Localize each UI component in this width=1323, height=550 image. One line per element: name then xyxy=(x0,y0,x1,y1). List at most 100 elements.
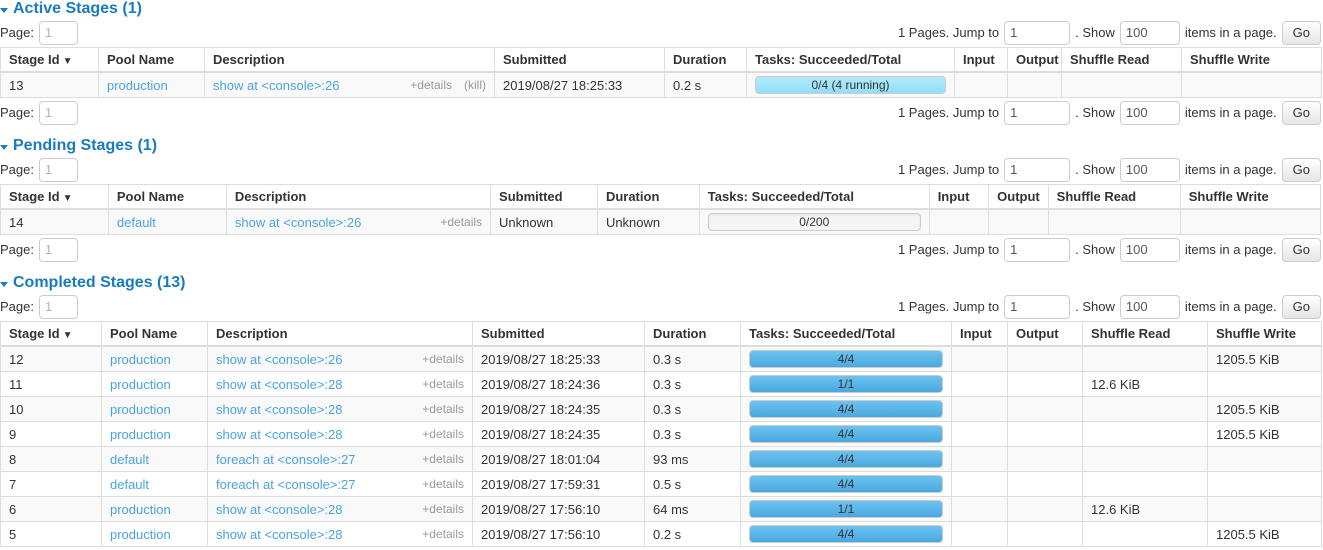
jump-to-input[interactable] xyxy=(1004,237,1071,262)
show-items-input[interactable] xyxy=(1119,237,1180,262)
pool-name-link[interactable]: production xyxy=(110,376,171,392)
stage-id-cell: 13 xyxy=(0,71,99,98)
jump-to-input[interactable] xyxy=(1004,100,1071,125)
go-button[interactable]: Go xyxy=(1281,100,1321,125)
col-tasks[interactable]: Tasks: Succeeded/Total xyxy=(698,184,930,210)
details-toggle[interactable]: +details xyxy=(422,352,464,366)
pool-name-link[interactable]: production xyxy=(110,351,171,367)
col-shuffle-write[interactable]: Shuffle Write xyxy=(1181,47,1322,73)
details-toggle[interactable]: +details xyxy=(422,477,464,491)
table-row: 8 default foreach at <console>:27 +details 2… xyxy=(0,446,1322,472)
pool-name-link[interactable]: production xyxy=(110,526,171,542)
stage-description-link[interactable]: show at <console>:26 xyxy=(216,351,343,367)
col-input[interactable]: Input xyxy=(951,321,1008,347)
col-output[interactable]: Output xyxy=(988,184,1049,210)
col-submitted[interactable]: Submitted xyxy=(494,47,665,73)
col-shuffle-read[interactable]: Shuffle Read xyxy=(1061,47,1182,73)
col-description[interactable]: Description xyxy=(225,184,492,210)
col-tasks[interactable]: Tasks: Succeeded/Total xyxy=(746,47,955,73)
stage-description-link[interactable]: show at <console>:28 xyxy=(216,501,343,517)
col-pool-name[interactable]: Pool Name xyxy=(101,321,208,347)
stage-description-link[interactable]: show at <console>:28 xyxy=(216,376,343,392)
task-progress-fill xyxy=(750,426,942,442)
tasks-progress-cell: 4/4 xyxy=(740,471,952,497)
pool-name-link[interactable]: production xyxy=(110,401,171,417)
go-button[interactable]: Go xyxy=(1281,20,1321,45)
page-input[interactable] xyxy=(38,20,78,45)
col-submitted[interactable]: Submitted xyxy=(490,184,598,210)
col-input[interactable]: Input xyxy=(928,184,990,210)
details-toggle[interactable]: +details xyxy=(410,78,452,92)
active-stages-table: Stage Id ▼ Pool Name Description Submitte… xyxy=(0,47,1322,98)
details-toggle[interactable]: +details xyxy=(422,402,464,416)
description-cell: show at <console>:28 +details xyxy=(207,496,473,522)
col-stage-id[interactable]: Stage Id ▼ xyxy=(0,184,109,210)
col-shuffle-write[interactable]: Shuffle Write xyxy=(1179,184,1322,210)
jump-to-input[interactable] xyxy=(1004,20,1071,45)
col-duration[interactable]: Duration xyxy=(644,321,741,347)
col-description[interactable]: Description xyxy=(204,47,495,73)
items-per-page-label: items in a page. xyxy=(1184,299,1277,314)
stage-description-link[interactable]: foreach at <console>:27 xyxy=(216,476,356,492)
col-duration[interactable]: Duration xyxy=(596,184,700,210)
page-input[interactable] xyxy=(38,294,78,319)
submitted-cell: 2019/08/27 18:24:35 xyxy=(472,396,645,422)
active-stages-heading[interactable]: Active Stages (1) xyxy=(0,0,1323,18)
show-items-input[interactable] xyxy=(1119,100,1180,125)
col-pool-name[interactable]: Pool Name xyxy=(107,184,227,210)
details-toggle[interactable]: +details xyxy=(422,527,464,541)
col-shuffle-read[interactable]: Shuffle Read xyxy=(1047,184,1181,210)
page-input[interactable] xyxy=(38,100,78,125)
details-toggle[interactable]: +details xyxy=(422,377,464,391)
col-output[interactable]: Output xyxy=(1007,47,1062,73)
details-toggle[interactable]: +details xyxy=(422,427,464,441)
task-progress-label: 4/4 xyxy=(837,402,855,416)
page-input[interactable] xyxy=(38,157,78,182)
details-toggle[interactable]: +details xyxy=(440,215,483,229)
go-button[interactable]: Go xyxy=(1281,237,1321,262)
table-row: 13 production show at <console>:26 +details… xyxy=(0,71,1322,98)
col-stage-id[interactable]: Stage Id ▼ xyxy=(0,47,99,73)
stage-description-link[interactable]: show at <console>:28 xyxy=(216,401,343,417)
col-output[interactable]: Output xyxy=(1007,321,1083,347)
col-shuffle-write[interactable]: Shuffle Write xyxy=(1207,321,1322,347)
col-description[interactable]: Description xyxy=(207,321,473,347)
show-items-input[interactable] xyxy=(1119,20,1180,45)
jump-to-input[interactable] xyxy=(1004,294,1071,319)
show-items-input[interactable] xyxy=(1119,157,1180,182)
completed-stages-heading[interactable]: Completed Stages (13) xyxy=(0,274,1323,292)
input-cell xyxy=(951,446,1008,472)
pool-name-link[interactable]: production xyxy=(110,426,171,442)
jump-to-input[interactable] xyxy=(1004,157,1071,182)
kill-stage-link[interactable]: (kill) xyxy=(464,78,486,92)
pool-name-link[interactable]: default xyxy=(110,451,150,467)
stage-description-link[interactable]: show at <console>:28 xyxy=(216,426,343,442)
pool-name-link[interactable]: default xyxy=(110,476,150,492)
details-toggle[interactable]: +details xyxy=(422,452,464,466)
page-input[interactable] xyxy=(38,237,78,262)
tasks-progress-cell: 4/4 xyxy=(740,421,952,447)
stage-description-link[interactable]: show at <console>:26 xyxy=(234,214,362,230)
task-progress-label: 1/1 xyxy=(837,502,855,516)
col-tasks[interactable]: Tasks: Succeeded/Total xyxy=(740,321,952,347)
tasks-progress-cell: 0/4 (4 running) xyxy=(746,71,955,98)
col-stage-id[interactable]: Stage Id ▼ xyxy=(0,321,102,347)
col-duration[interactable]: Duration xyxy=(664,47,747,73)
table-row: 6 production show at <console>:28 +details 2… xyxy=(0,496,1322,522)
pool-name-link[interactable]: production xyxy=(107,77,168,93)
show-items-input[interactable] xyxy=(1119,294,1180,319)
go-button[interactable]: Go xyxy=(1281,294,1321,319)
pending-stages-heading[interactable]: Pending Stages (1) xyxy=(0,137,1323,155)
col-pool-name[interactable]: Pool Name xyxy=(98,47,205,73)
stage-description-link[interactable]: show at <console>:26 xyxy=(213,77,340,93)
pool-name-link[interactable]: production xyxy=(110,501,171,517)
col-input[interactable]: Input xyxy=(954,47,1008,73)
stage-description-link[interactable]: foreach at <console>:27 xyxy=(216,451,356,467)
col-submitted[interactable]: Submitted xyxy=(472,321,645,347)
active-stages-title: Active Stages (1) xyxy=(13,0,142,17)
details-toggle[interactable]: +details xyxy=(422,502,464,516)
go-button[interactable]: Go xyxy=(1281,157,1321,182)
stage-description-link[interactable]: show at <console>:28 xyxy=(216,526,343,542)
col-shuffle-read[interactable]: Shuffle Read xyxy=(1082,321,1208,347)
pool-name-link[interactable]: default xyxy=(116,214,156,230)
